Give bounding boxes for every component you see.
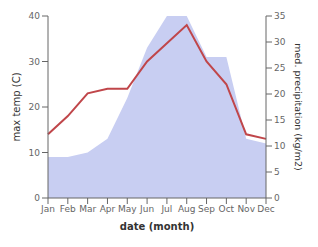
svg-text:date (month): date (month) [120,221,194,232]
svg-text:10: 10 [29,148,41,158]
svg-text:10: 10 [274,141,286,151]
svg-text:0: 0 [34,193,40,203]
svg-text:35: 35 [274,11,285,21]
svg-text:Feb: Feb [60,204,76,214]
svg-text:5: 5 [274,167,280,177]
svg-text:30: 30 [274,37,286,47]
svg-text:20: 20 [29,102,41,112]
svg-text:max temp (C): max temp (C) [11,72,22,141]
svg-text:Dec: Dec [257,204,274,214]
svg-text:May: May [118,204,137,214]
svg-text:Jun: Jun [139,204,154,214]
svg-text:0: 0 [274,193,280,203]
svg-text:med. precipitation (kg/m2): med. precipitation (kg/m2) [293,43,304,170]
svg-text:Jul: Jul [160,204,172,214]
svg-text:Oct: Oct [219,204,235,214]
svg-text:40: 40 [29,11,41,21]
svg-text:Apr: Apr [100,204,116,214]
svg-text:20: 20 [274,89,286,99]
svg-text:Mar: Mar [79,204,96,214]
svg-text:30: 30 [29,57,41,67]
svg-text:15: 15 [274,115,285,125]
svg-text:Nov: Nov [237,204,255,214]
svg-text:Sep: Sep [198,204,215,214]
svg-text:25: 25 [274,63,285,73]
svg-text:Aug: Aug [178,204,196,214]
svg-text:Jan: Jan [40,204,55,214]
